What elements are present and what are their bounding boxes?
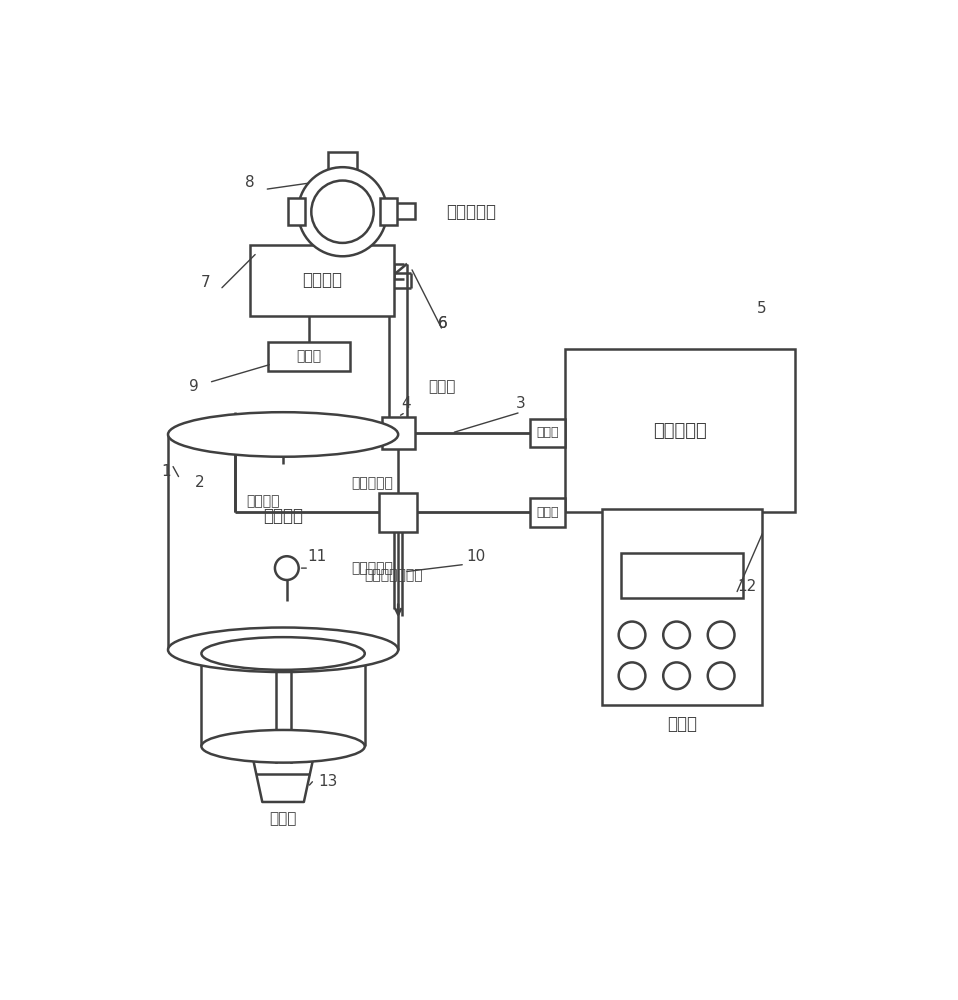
- Bar: [395, 203, 415, 219]
- Text: 缓冲容器: 缓冲容器: [263, 507, 303, 525]
- Bar: [530, 419, 565, 447]
- Bar: [328, 152, 357, 169]
- Bar: [288, 198, 306, 225]
- Text: 10: 10: [467, 549, 486, 564]
- Bar: [250, 245, 395, 316]
- Text: 1: 1: [162, 464, 171, 479]
- Bar: [331, 227, 354, 245]
- Text: 5: 5: [757, 301, 766, 316]
- Text: 4: 4: [400, 396, 410, 411]
- Text: 单片机: 单片机: [667, 715, 697, 733]
- Bar: [379, 198, 397, 225]
- Text: 检测气室: 检测气室: [302, 271, 342, 289]
- Text: 三通电磁阀: 三通电磁阀: [352, 476, 393, 490]
- Bar: [322, 203, 363, 225]
- Ellipse shape: [201, 730, 365, 763]
- Text: 排气口: 排气口: [297, 350, 322, 364]
- Text: 气体探测器: 气体探测器: [446, 203, 496, 221]
- Text: 12: 12: [738, 579, 757, 594]
- Text: 11: 11: [307, 549, 326, 564]
- Text: 第一支管: 第一支管: [246, 494, 280, 508]
- Bar: [603, 509, 762, 705]
- Text: 排水进气管: 排水进气管: [352, 561, 393, 575]
- Text: 7: 7: [200, 275, 210, 290]
- Circle shape: [619, 662, 646, 689]
- Text: 第二支管: 第二支管: [246, 415, 280, 429]
- Ellipse shape: [201, 637, 365, 670]
- Circle shape: [275, 556, 299, 580]
- Circle shape: [311, 181, 374, 243]
- Text: 吸气口: 吸气口: [536, 506, 559, 519]
- Text: 13: 13: [318, 774, 337, 789]
- Text: 3: 3: [515, 396, 526, 411]
- Text: 6: 6: [438, 316, 447, 331]
- Text: 6: 6: [438, 316, 447, 331]
- Ellipse shape: [168, 628, 399, 672]
- Text: 过滤器: 过滤器: [269, 811, 297, 826]
- Text: 浮子液位传感器: 浮子液位传感器: [365, 569, 423, 583]
- Bar: [331, 253, 354, 270]
- Circle shape: [298, 167, 387, 256]
- Circle shape: [708, 662, 735, 689]
- Circle shape: [619, 622, 646, 648]
- Circle shape: [663, 662, 690, 689]
- Circle shape: [663, 622, 690, 648]
- Text: 8: 8: [245, 175, 255, 190]
- Text: 检测管: 检测管: [428, 379, 455, 394]
- Bar: [268, 342, 350, 371]
- Bar: [378, 493, 418, 532]
- Text: 排气口: 排气口: [536, 426, 559, 439]
- Bar: [621, 553, 743, 598]
- Ellipse shape: [168, 412, 399, 457]
- Bar: [530, 498, 565, 527]
- Text: 直流隔膜泵: 直流隔膜泵: [653, 422, 707, 440]
- Bar: [565, 349, 795, 512]
- Bar: [382, 417, 415, 449]
- Circle shape: [708, 622, 735, 648]
- Text: 2: 2: [195, 475, 205, 490]
- Text: 9: 9: [189, 379, 199, 394]
